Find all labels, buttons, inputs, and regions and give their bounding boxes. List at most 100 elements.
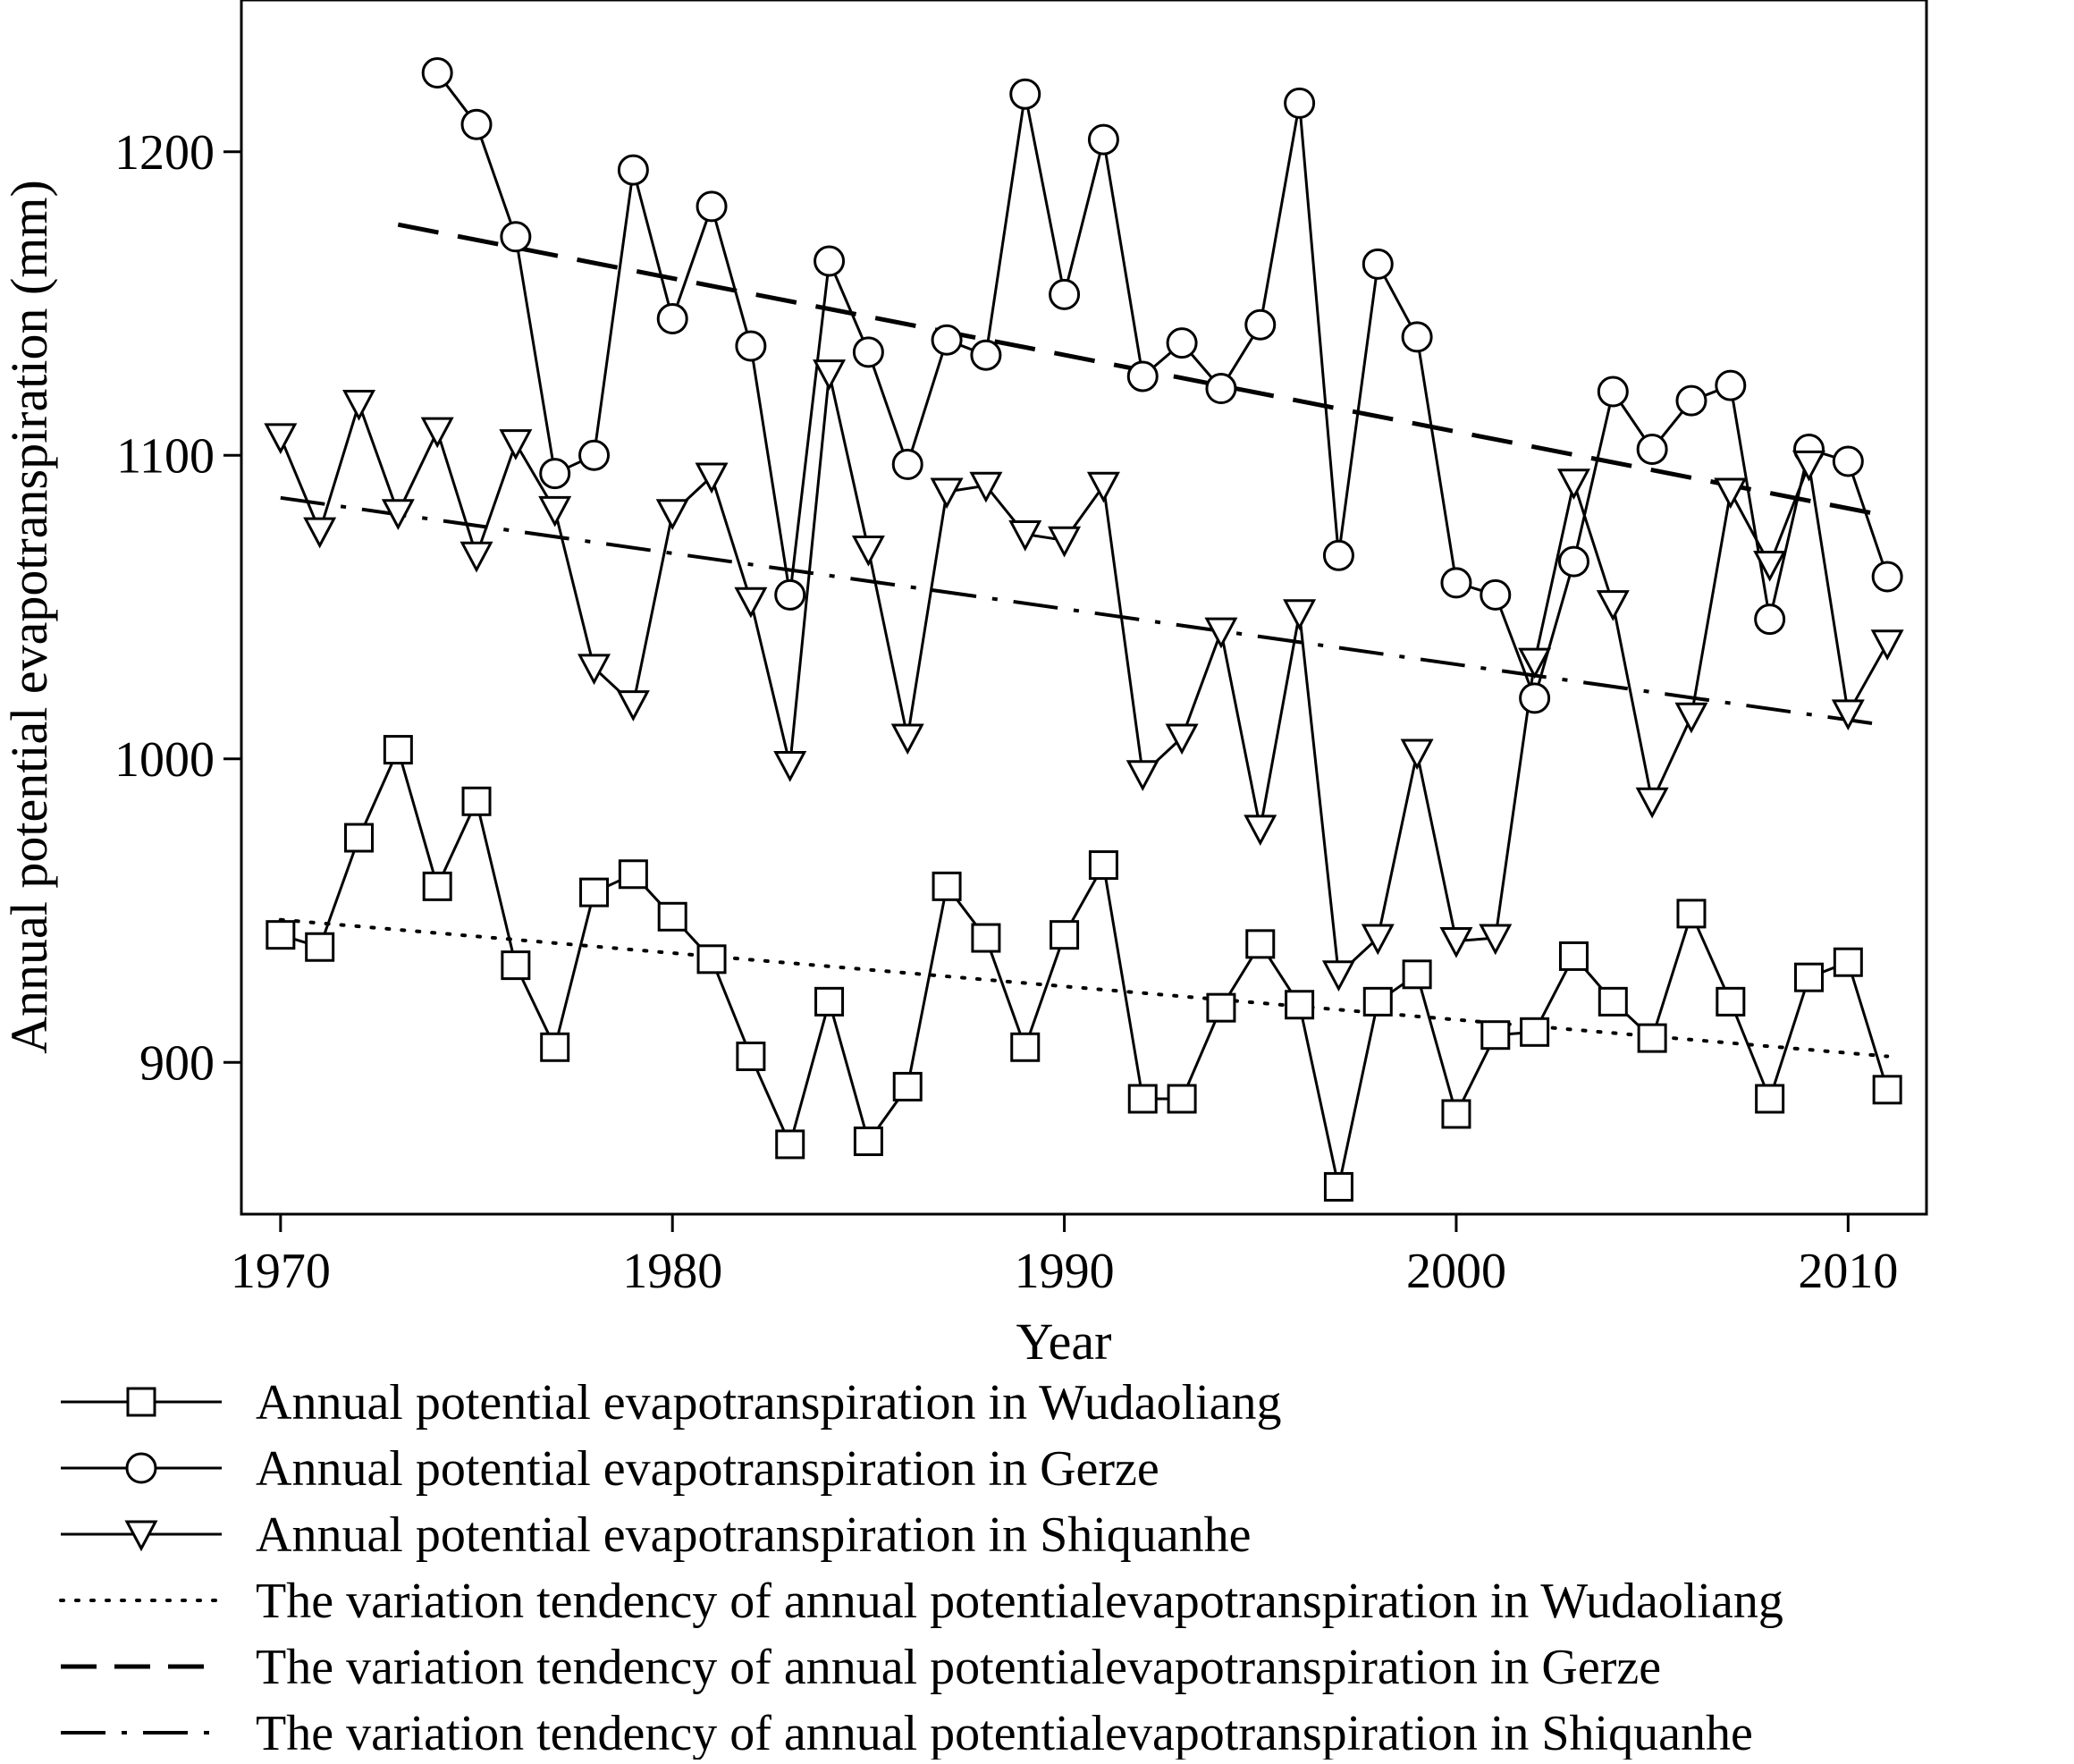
data-point-s1-1999 — [1401, 321, 1433, 353]
data-point-s0-1976 — [501, 950, 531, 981]
legend-label: Annual potential evapotranspiration in W… — [256, 1375, 1282, 1431]
data-point-s2-1972 — [342, 390, 376, 421]
data-point-s0-1995 — [1245, 929, 1276, 959]
legend-label: The variation tendency of annual potenti… — [256, 1640, 1661, 1695]
data-point-s1-1998 — [1362, 248, 1394, 280]
data-point-s1-1982 — [735, 330, 767, 362]
x-tick-label: 1970 — [231, 1244, 331, 1299]
data-point-s1-1989 — [1009, 78, 1041, 110]
data-point-s0-1982 — [736, 1041, 766, 1071]
data-point-s0-2002 — [1520, 1017, 1550, 1047]
data-point-s2-1996 — [1283, 599, 1317, 630]
data-point-s0-2000 — [1441, 1099, 1471, 1129]
data-point-s1-1987 — [931, 324, 963, 356]
data-point-s0-1978 — [579, 877, 610, 907]
data-point-s1-1985 — [852, 336, 884, 368]
data-point-s0-1970 — [266, 920, 296, 950]
data-point-s2-1976 — [499, 429, 533, 460]
data-point-s1-1992 — [1126, 360, 1159, 392]
data-point-s0-1996 — [1285, 990, 1315, 1020]
data-point-s2-1997 — [1321, 960, 1355, 992]
data-point-s2-1990 — [1048, 526, 1082, 558]
data-point-s2-2009 — [1792, 450, 1825, 482]
data-point-s0-1979 — [618, 859, 648, 890]
data-point-s0-1999 — [1402, 959, 1432, 990]
data-point-s1-1984 — [814, 245, 846, 277]
data-point-s0-1993 — [1167, 1084, 1197, 1114]
data-point-s1-1996 — [1284, 87, 1316, 119]
data-point-s1-1997 — [1322, 539, 1354, 571]
data-point-s0-2007 — [1716, 986, 1746, 1017]
data-point-s2-2001 — [1479, 924, 1513, 956]
x-ticks: 1970 1980 1990 2000 2010 — [231, 1214, 1898, 1299]
data-point-s2-1991 — [1086, 471, 1120, 503]
data-point-s2-1994 — [1204, 617, 1238, 649]
data-point-s0-1984 — [814, 986, 845, 1017]
data-point-s0-1973 — [383, 735, 413, 765]
data-point-s0-2008 — [1755, 1084, 1785, 1114]
data-point-s1-1993 — [1166, 327, 1198, 359]
data-point-s2-1971 — [303, 517, 337, 549]
data-point-s2-2008 — [1753, 550, 1787, 582]
data-point-s1-2007 — [1715, 369, 1747, 401]
data-point-s1-1991 — [1087, 123, 1119, 156]
data-point-s2-1985 — [851, 535, 885, 567]
data-point-s1-1994 — [1205, 373, 1237, 405]
data-point-s1-1975 — [460, 108, 493, 140]
data-point-s0-2001 — [1480, 1020, 1511, 1051]
y-tick-label: 1000 — [114, 732, 215, 788]
markers-layer — [264, 56, 1904, 1202]
data-point-s0-2010 — [1833, 947, 1863, 977]
legend-label: The variation tendency of annual potenti… — [256, 1706, 1753, 1760]
data-point-s0-2006 — [1676, 899, 1707, 929]
legend-swatch-marker — [124, 1520, 158, 1552]
data-point-s2-2006 — [1674, 702, 1708, 734]
data-point-s1-1990 — [1049, 278, 1081, 310]
data-point-s2-1978 — [578, 654, 611, 686]
legend-label: Annual potential evapotranspiration in S… — [256, 1507, 1252, 1563]
data-point-s1-2010 — [1832, 445, 1864, 477]
data-point-s2-1983 — [773, 751, 807, 782]
data-point-s0-1986 — [892, 1071, 923, 1101]
y-axis-title: Annual potential evapotranspiration (mm) — [0, 180, 58, 1054]
data-point-s1-2005 — [1636, 433, 1668, 465]
data-point-s0-1974 — [422, 871, 452, 901]
data-point-s2-2004 — [1596, 590, 1630, 621]
data-point-s0-1980 — [657, 901, 687, 932]
data-point-s2-1986 — [890, 723, 924, 755]
data-point-s0-1985 — [853, 1127, 883, 1157]
data-point-s0-1988 — [971, 923, 1001, 953]
data-point-s2-1988 — [969, 471, 1003, 503]
y-ticks: 900 1000 1100 1200 — [114, 125, 241, 1091]
data-point-s2-2005 — [1635, 787, 1669, 819]
data-point-s0-1975 — [461, 786, 492, 816]
data-point-s2-1980 — [655, 499, 689, 530]
data-point-s1-2000 — [1440, 567, 1472, 599]
data-point-s2-2002 — [1518, 647, 1552, 679]
series-line-3 — [278, 917, 1890, 1059]
data-point-s1-2003 — [1557, 545, 1589, 578]
data-point-s0-1989 — [1010, 1032, 1041, 1062]
data-point-s2-2011 — [1870, 629, 1904, 661]
data-point-s1-1979 — [617, 154, 649, 186]
data-point-s0-2005 — [1637, 1023, 1667, 1053]
data-point-s1-1988 — [970, 339, 1002, 371]
data-point-s2-1995 — [1244, 814, 1277, 847]
data-point-s1-1974 — [421, 56, 453, 89]
data-point-s2-2000 — [1439, 926, 1473, 958]
data-point-s0-2011 — [1872, 1075, 1902, 1105]
data-point-s1-1983 — [774, 578, 806, 611]
data-point-s1-2008 — [1754, 603, 1786, 636]
data-point-s1-1995 — [1244, 308, 1277, 341]
data-point-s2-1999 — [1400, 739, 1434, 771]
data-point-s2-1970 — [264, 423, 298, 455]
data-point-s0-1998 — [1362, 986, 1393, 1017]
data-point-s0-2004 — [1598, 986, 1628, 1017]
data-point-s1-2006 — [1675, 384, 1707, 417]
x-tick-label: 2010 — [1798, 1244, 1898, 1299]
legend-label: Annual potential evapotranspiration in G… — [256, 1441, 1159, 1497]
data-point-s2-1974 — [420, 417, 454, 449]
data-point-s1-2011 — [1871, 561, 1903, 593]
data-point-s1-1981 — [696, 190, 728, 223]
data-point-s1-1977 — [539, 458, 571, 490]
